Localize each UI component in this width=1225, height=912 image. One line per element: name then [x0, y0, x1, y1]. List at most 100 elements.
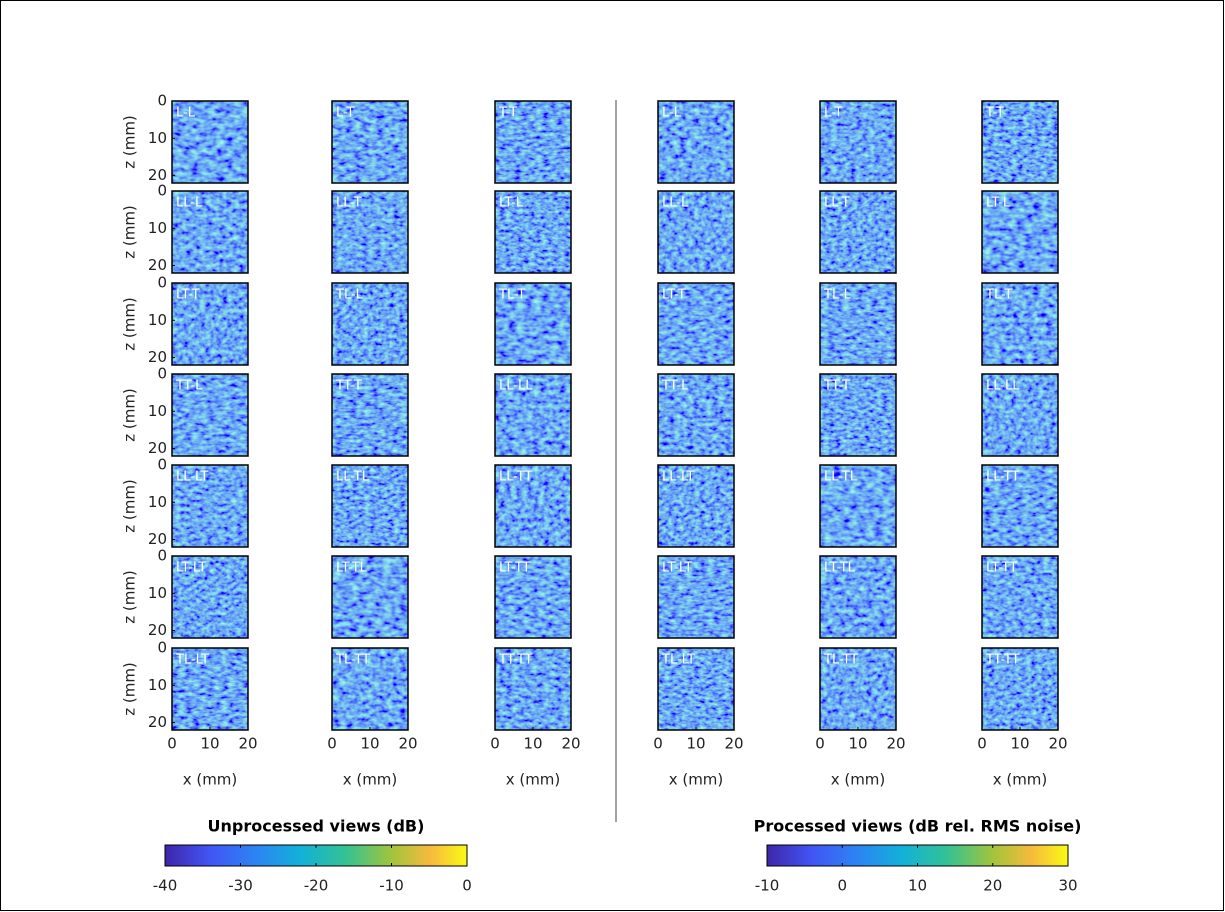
x-tick-label: 0 — [490, 735, 500, 753]
colorbar-tick-label: 0 — [837, 877, 847, 895]
colorbar-tick-label: -20 — [304, 877, 329, 895]
panel-border — [171, 190, 249, 274]
panel-border — [657, 282, 735, 366]
image-panel — [658, 191, 734, 273]
image-panel — [820, 465, 896, 547]
panel-label: L-L — [176, 106, 196, 121]
image-panel — [172, 648, 248, 730]
x-axis-label: x (mm) — [831, 771, 886, 789]
panel-border — [171, 373, 249, 457]
y-tick-label: 0 — [157, 182, 167, 200]
x-tick-label: 0 — [167, 735, 177, 753]
x-tick-label: 0 — [977, 735, 987, 753]
y-tick-label: 0 — [157, 92, 167, 110]
image-panel — [495, 465, 571, 547]
panel-label: TL-TT — [335, 653, 370, 668]
panel-border — [171, 555, 249, 639]
panel-label: TL-T — [985, 288, 1012, 303]
y-tick-label: 10 — [148, 584, 167, 602]
panel-border — [171, 464, 249, 548]
colorbar-title: Unprocessed views (dB) — [208, 817, 425, 836]
y-tick-label: 20 — [148, 348, 167, 366]
image-panel — [820, 556, 896, 638]
panel-label: LL-L — [176, 196, 203, 211]
panel-label: LL-LL — [499, 379, 533, 394]
panel-border — [819, 555, 897, 639]
image-panel — [172, 101, 248, 183]
x-tick-label: 10 — [848, 735, 867, 753]
panel-label: TT-L — [175, 379, 203, 394]
panel-border — [331, 282, 409, 366]
image-panel — [658, 556, 734, 638]
y-axis-label: z (mm) — [121, 479, 139, 533]
image-panel — [658, 374, 734, 456]
panel-border — [981, 190, 1059, 274]
panel-label: TT-T — [823, 379, 850, 394]
panel-border — [819, 373, 897, 457]
image-panel — [332, 648, 408, 730]
y-axis-label: z (mm) — [121, 297, 139, 351]
image-panel — [332, 101, 408, 183]
x-tick-label: 20 — [398, 735, 417, 753]
panel-border — [494, 100, 572, 184]
panel-label: LT-T — [662, 288, 686, 303]
y-tick-label: 20 — [148, 713, 167, 731]
x-axis-label: x (mm) — [993, 771, 1048, 789]
y-tick-label: 10 — [148, 311, 167, 329]
image-panel — [820, 648, 896, 730]
y-tick-label: 0 — [157, 365, 167, 383]
y-tick-label: 20 — [148, 621, 167, 639]
y-tick-label: 10 — [148, 402, 167, 420]
image-panel — [172, 556, 248, 638]
panel-label: TL-L — [823, 288, 852, 303]
panel-border — [981, 464, 1059, 548]
x-tick-label: 0 — [327, 735, 337, 753]
panel-border — [331, 373, 409, 457]
panel-border — [819, 190, 897, 274]
panel-label: LL-LL — [986, 379, 1020, 394]
x-tick-label: 20 — [238, 735, 257, 753]
panel-border — [981, 555, 1059, 639]
x-axis-label: x (mm) — [669, 771, 724, 789]
image-panel — [332, 374, 408, 456]
panel-label: LL-TL — [824, 470, 858, 485]
image-panel — [495, 374, 571, 456]
panel-label: T-T — [498, 106, 517, 121]
image-panel — [172, 374, 248, 456]
y-tick-label: 0 — [157, 639, 167, 657]
panel-label: TL-TT — [823, 653, 858, 668]
panel-label: L-T — [336, 106, 355, 121]
image-panel — [658, 283, 734, 365]
panel-label: LT-L — [499, 196, 524, 211]
panel-border — [494, 555, 572, 639]
panel-label: LT-LT — [176, 561, 206, 576]
image-panel — [982, 648, 1058, 730]
panel-label: L-L — [662, 106, 682, 121]
image-panel — [982, 374, 1058, 456]
panel-border — [331, 555, 409, 639]
image-panel — [495, 283, 571, 365]
panel-label: TT-TT — [498, 653, 533, 668]
image-panel — [332, 465, 408, 547]
image-panel — [172, 191, 248, 273]
image-panel — [495, 101, 571, 183]
y-tick-label: 20 — [148, 166, 167, 184]
panel-label: LL-TL — [336, 470, 370, 485]
image-panel — [658, 465, 734, 547]
y-tick-label: 20 — [148, 256, 167, 274]
panel-label: LT-L — [986, 196, 1011, 211]
panel-border — [171, 100, 249, 184]
colorbar-tick-label: 30 — [1058, 877, 1077, 895]
y-tick-label: 20 — [148, 439, 167, 457]
panel-border — [494, 190, 572, 274]
image-panel — [820, 374, 896, 456]
x-tick-label: 10 — [360, 735, 379, 753]
panel-border — [981, 100, 1059, 184]
panel-border — [657, 464, 735, 548]
panel-border — [331, 100, 409, 184]
panel-label: LT-TL — [336, 561, 368, 576]
image-panel — [658, 648, 734, 730]
image-panel — [332, 283, 408, 365]
